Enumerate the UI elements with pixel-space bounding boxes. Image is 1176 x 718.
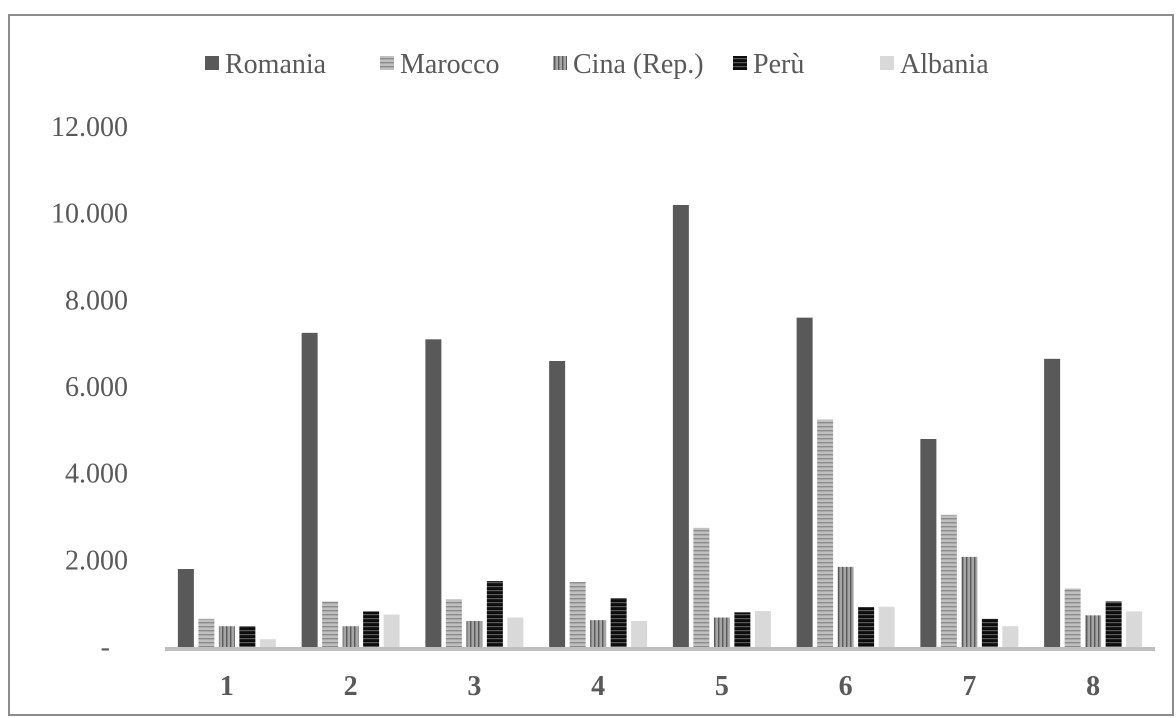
legend-item: Romania xyxy=(205,49,327,80)
bar xyxy=(218,626,235,647)
legend-item: Perù xyxy=(733,49,804,80)
x-tick-label: 2 xyxy=(344,671,358,702)
bar xyxy=(920,439,937,647)
x-tick-label: 6 xyxy=(839,671,853,702)
legend-item: Albania xyxy=(880,49,989,80)
x-tick-label: 1 xyxy=(220,671,234,702)
bar xyxy=(549,361,566,647)
bar xyxy=(940,514,957,647)
bar xyxy=(342,626,359,647)
x-tick-label: 3 xyxy=(467,671,481,702)
bar xyxy=(858,607,875,647)
y-tick-label: 12.000 xyxy=(51,112,128,143)
y-tick-label: 10.000 xyxy=(51,199,128,230)
x-axis-line xyxy=(165,647,1155,651)
bar xyxy=(734,612,751,647)
y-axis: - 2.000 4.000 6.000 8.000 10.000 12.000 xyxy=(51,112,128,663)
bar xyxy=(796,317,813,647)
bar xyxy=(301,332,318,647)
legend-label: Romania xyxy=(225,49,327,80)
y-tick-label: 2.000 xyxy=(65,545,128,576)
bars xyxy=(177,205,1143,647)
bar xyxy=(878,606,895,647)
bar xyxy=(590,620,607,647)
bar xyxy=(1105,601,1122,647)
legend-swatch xyxy=(553,56,567,70)
bar xyxy=(198,618,215,647)
bar xyxy=(610,598,627,647)
legend-label: Cina (Rep.) xyxy=(573,49,704,80)
bar xyxy=(507,617,524,647)
x-tick-label: 4 xyxy=(591,671,605,702)
legend: Romania Marocco Cina (Rep.) Perù Albania xyxy=(205,49,989,80)
legend-label: Marocco xyxy=(400,49,500,80)
y-tick-label: 6.000 xyxy=(65,372,128,403)
x-axis: 1 2 3 4 5 6 7 8 xyxy=(165,647,1155,702)
bar xyxy=(363,611,380,647)
bar xyxy=(1044,358,1061,647)
bar xyxy=(239,626,256,647)
x-tick-label: 5 xyxy=(715,671,729,702)
bar xyxy=(981,618,998,647)
bar xyxy=(466,621,483,647)
legend-swatch xyxy=(205,56,219,70)
bar xyxy=(672,205,689,647)
bar xyxy=(177,569,194,647)
y-tick-label: 8.000 xyxy=(65,285,128,316)
bar xyxy=(569,582,586,647)
legend-label: Perù xyxy=(753,49,804,80)
bar xyxy=(817,419,834,647)
bar xyxy=(445,599,462,647)
bar xyxy=(837,566,854,647)
bar xyxy=(259,639,276,647)
legend-swatch xyxy=(733,56,747,70)
bar xyxy=(1064,588,1081,647)
bar xyxy=(1126,611,1143,647)
x-tick-label: 8 xyxy=(1086,671,1100,702)
legend-label: Albania xyxy=(900,49,989,80)
bar xyxy=(383,614,400,647)
legend-item: Cina (Rep.) xyxy=(553,49,704,80)
chart-frame xyxy=(8,14,1174,716)
bar xyxy=(754,611,771,647)
bar xyxy=(1002,626,1019,647)
bar xyxy=(961,556,978,647)
bar xyxy=(322,601,339,647)
legend-swatch xyxy=(880,56,894,70)
legend-swatch xyxy=(380,56,394,70)
bar xyxy=(425,339,442,647)
bar xyxy=(693,527,710,647)
bar xyxy=(713,617,730,647)
bar xyxy=(1085,615,1102,647)
bar xyxy=(486,581,503,647)
x-tick-label: 7 xyxy=(962,671,976,702)
legend-item: Marocco xyxy=(380,49,500,80)
y-tick-label: 4.000 xyxy=(65,459,128,490)
bar xyxy=(631,621,648,647)
y-tick-label: - xyxy=(101,632,110,663)
